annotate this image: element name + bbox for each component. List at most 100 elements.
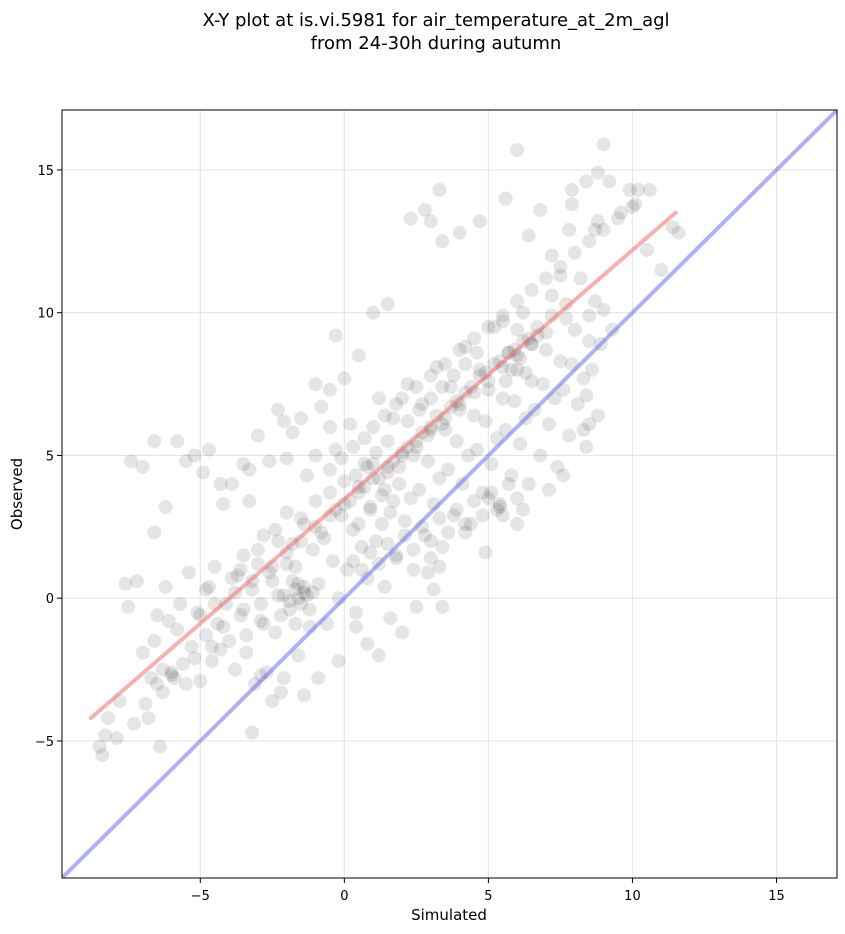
scatter-point [533, 202, 548, 217]
scatter-point [288, 582, 303, 597]
scatter-point [406, 448, 421, 463]
scatter-point [570, 397, 585, 412]
scatter-point [294, 596, 309, 611]
scatter-point [369, 534, 383, 549]
scatter-point [452, 402, 467, 417]
scatter-point [412, 482, 427, 497]
scatter-point [639, 242, 654, 257]
scatter-point [210, 616, 225, 631]
scatter-point [446, 368, 461, 383]
scatter-point [602, 174, 617, 189]
scatter-point [348, 468, 363, 483]
scatter-point [395, 391, 409, 406]
scatter-point [585, 362, 600, 377]
scatter-point [190, 605, 205, 620]
scatter-point [579, 439, 594, 454]
scatter-point [492, 354, 507, 369]
plot-frame [61, 109, 838, 879]
identity-line [62, 110, 837, 878]
scatter-point [271, 588, 286, 603]
scatter-point [268, 625, 283, 640]
scatter-point [325, 554, 340, 569]
x-tick-label: 15 [768, 889, 785, 904]
scatter-point [501, 477, 516, 491]
scatter-point [294, 511, 309, 526]
scatter-point [178, 454, 193, 469]
scatter-point [516, 305, 530, 320]
scatter-point [665, 220, 680, 235]
scatter-point [495, 314, 510, 329]
scatter-point [308, 448, 323, 463]
scatter-point [397, 514, 412, 529]
scatter-point [553, 268, 568, 283]
scatter-point [299, 588, 314, 603]
scatter-point [409, 599, 424, 614]
scatter-point [346, 554, 360, 569]
scatter-point [518, 365, 533, 380]
scatter-point [516, 334, 530, 349]
scatter-point [357, 457, 372, 471]
scatter-point [282, 602, 297, 617]
scatter-point [435, 234, 450, 249]
scatter-point [458, 517, 473, 531]
scatter-point [299, 468, 314, 483]
scatter-point [389, 397, 404, 412]
scatter-point [173, 596, 188, 611]
scatter-point [582, 308, 597, 323]
scatter-point [366, 457, 381, 471]
scatter-point [458, 340, 473, 354]
scatter-point [495, 391, 510, 406]
scatter-point [423, 391, 438, 406]
scatter-point [539, 271, 553, 286]
scatter-point [147, 525, 162, 540]
regression-fit-line [88, 210, 678, 721]
scatter-point [582, 417, 597, 432]
scatter-point [458, 525, 473, 540]
scatter-point [392, 477, 407, 491]
scatter-point [374, 517, 389, 531]
scatter-point [334, 451, 349, 466]
scatter-point [369, 445, 383, 460]
scatter-point [386, 411, 401, 426]
scatter-point [242, 494, 257, 509]
scatter-point [513, 437, 528, 451]
chart-subtitle: from 24-30h during autumn [311, 33, 562, 54]
scatter-points [92, 137, 686, 763]
scatter-point [544, 248, 559, 263]
scatter-point [135, 645, 150, 660]
scatter-point [147, 434, 162, 449]
scatter-point [469, 442, 484, 457]
scatter-point [564, 182, 579, 197]
scatter-point [371, 391, 386, 406]
scatter-point [590, 165, 605, 180]
scatter-point [227, 662, 242, 677]
scatter-point [282, 594, 297, 609]
scatter-point [423, 551, 438, 566]
scatter-point [564, 197, 579, 212]
scatter-point [524, 374, 539, 389]
scatter-point [187, 448, 202, 463]
scatter-point [423, 368, 438, 383]
scatter-point [360, 636, 375, 651]
scatter-point [222, 634, 237, 648]
scatter-point [161, 614, 176, 628]
scatter-point [253, 614, 268, 628]
scatter-point [363, 545, 378, 560]
scatter-point [386, 494, 401, 509]
scatter-point [380, 434, 395, 449]
scatter-point [124, 454, 139, 469]
scatter-point [435, 379, 450, 394]
scatter-point [164, 665, 179, 680]
scatter-point [576, 422, 591, 437]
scatter-point [539, 342, 553, 357]
scatter-point [357, 431, 372, 446]
scatter-point [418, 202, 432, 217]
scatter-point [268, 522, 283, 537]
scatter-point [579, 388, 594, 403]
scatter-point [236, 548, 251, 563]
scatter-point [155, 685, 170, 700]
y-tick-label: 15 [37, 164, 54, 179]
scatter-point [490, 502, 504, 517]
scatter-point [176, 656, 190, 671]
scatter-point [484, 457, 499, 471]
